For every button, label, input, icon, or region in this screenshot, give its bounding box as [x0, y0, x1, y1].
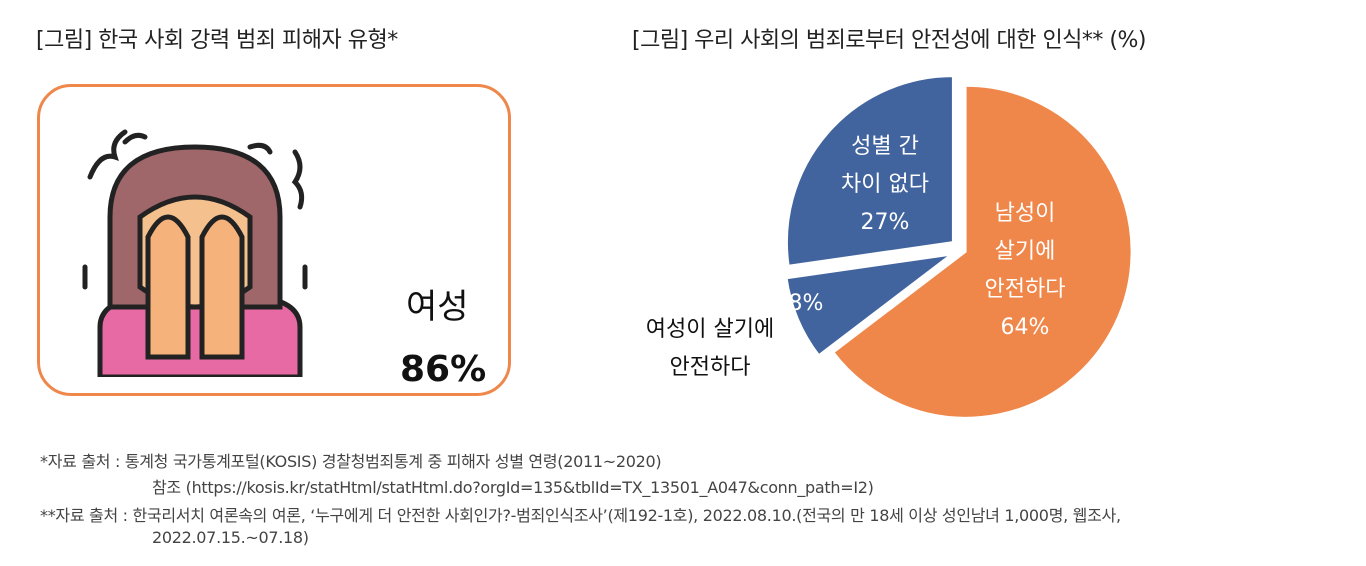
slice-label: 안전하다: [670, 355, 751, 380]
victim-percentage: 86%: [400, 349, 487, 390]
slice-label: 살기에: [995, 239, 1056, 264]
footnote-2: **자료 출처 : 한국리서치 여론속의 여론, ‘누구에게 더 안전한 사회인…: [40, 506, 1121, 525]
slice-value-label: 27%: [861, 210, 910, 235]
footnote-1: *자료 출처 : 통계청 국가통계포털(KOSIS) 경찰청범죄통계 중 피해자…: [40, 452, 662, 471]
pie-chart-title: [그림] 우리 사회의 범죄로부터 안전성에 대한 인식** (%): [632, 28, 1147, 53]
slice-label: 남성이: [995, 201, 1056, 226]
pie-slice: [785, 75, 954, 267]
slice-label: 성별 간: [851, 134, 919, 159]
slice-value-label: 64%: [1001, 315, 1050, 340]
victim-gender-label: 여성: [406, 287, 469, 327]
slice-label: 차이 없다: [841, 172, 929, 197]
left-chart-title: [그림] 한국 사회 강력 범죄 피해자 유형*: [36, 28, 398, 53]
footnote-1-ref: 참조 (https://kosis.kr/statHtml/statHtml.d…: [152, 478, 874, 497]
pie-slice: [832, 84, 1133, 419]
crying-woman-icon: [82, 129, 308, 377]
slice-value-label: 8%: [789, 291, 824, 316]
slice-label: 안전하다: [985, 277, 1066, 302]
victim-card: 여성 86%: [37, 84, 511, 396]
slice-label: 여성이 살기에: [646, 317, 774, 342]
footnote-2-cont: 2022.07.15.~07.18): [152, 528, 309, 547]
pie-slice: [785, 253, 955, 357]
